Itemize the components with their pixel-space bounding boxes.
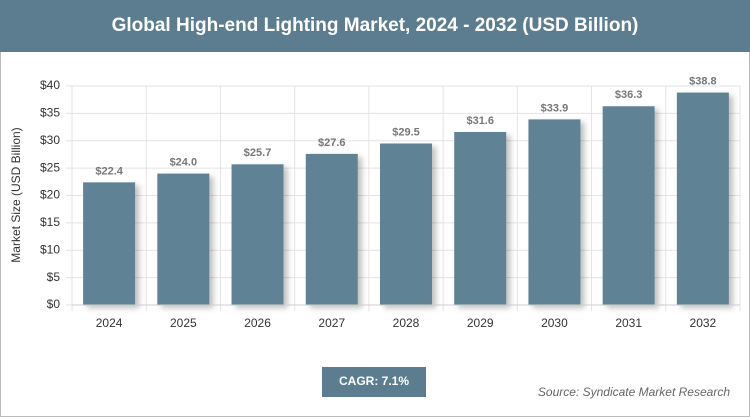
- bar: [157, 173, 210, 305]
- value-label: $29.5: [392, 126, 420, 138]
- x-tick-label: 2028: [393, 316, 420, 330]
- y-tick-label: $30: [40, 133, 60, 147]
- x-tick-label: 2024: [96, 316, 123, 330]
- x-tick-label: 2025: [170, 316, 197, 330]
- value-label: $22.4: [95, 165, 123, 177]
- value-label: $24.0: [170, 157, 198, 169]
- y-tick-label: $5: [47, 270, 61, 284]
- x-tick-label: 2032: [690, 316, 717, 330]
- bar: [305, 153, 358, 305]
- value-label: $36.3: [615, 89, 643, 101]
- bar: [602, 106, 655, 305]
- title-bar: [0, 0, 750, 52]
- cagr-label: CAGR: 7.1%: [339, 374, 409, 388]
- y-tick-label: $35: [40, 106, 60, 120]
- value-label: $25.7: [244, 147, 272, 159]
- y-tick-label: $10: [40, 242, 60, 256]
- value-label: $33.9: [541, 102, 569, 114]
- chart-title: Global High-end Lighting Market, 2024 - …: [112, 15, 639, 36]
- y-tick-label: $0: [47, 297, 61, 311]
- bar: [676, 92, 729, 305]
- bar: [454, 131, 507, 305]
- y-tick-label: $15: [40, 215, 60, 229]
- bar: [231, 164, 284, 305]
- source-note: Source: Syndicate Market Research: [538, 385, 730, 399]
- bar: [380, 143, 432, 305]
- x-tick-label: 2029: [467, 316, 494, 330]
- x-tick-label: 2026: [244, 316, 271, 330]
- x-tick-label: 2031: [615, 316, 642, 330]
- y-tick-label: $25: [40, 160, 60, 174]
- cagr-box: [322, 367, 426, 397]
- x-tick-label: 2027: [318, 316, 345, 330]
- value-label: $38.8: [689, 75, 717, 87]
- y-tick-label: $40: [40, 78, 60, 92]
- y-axis-title: Market Size (USD Billion): [9, 127, 23, 262]
- x-tick-label: 2030: [541, 316, 568, 330]
- value-label: $27.6: [318, 137, 346, 149]
- y-tick-label: $20: [40, 188, 60, 202]
- bar: [528, 119, 581, 306]
- bar: [83, 182, 136, 305]
- value-label: $31.6: [466, 115, 494, 127]
